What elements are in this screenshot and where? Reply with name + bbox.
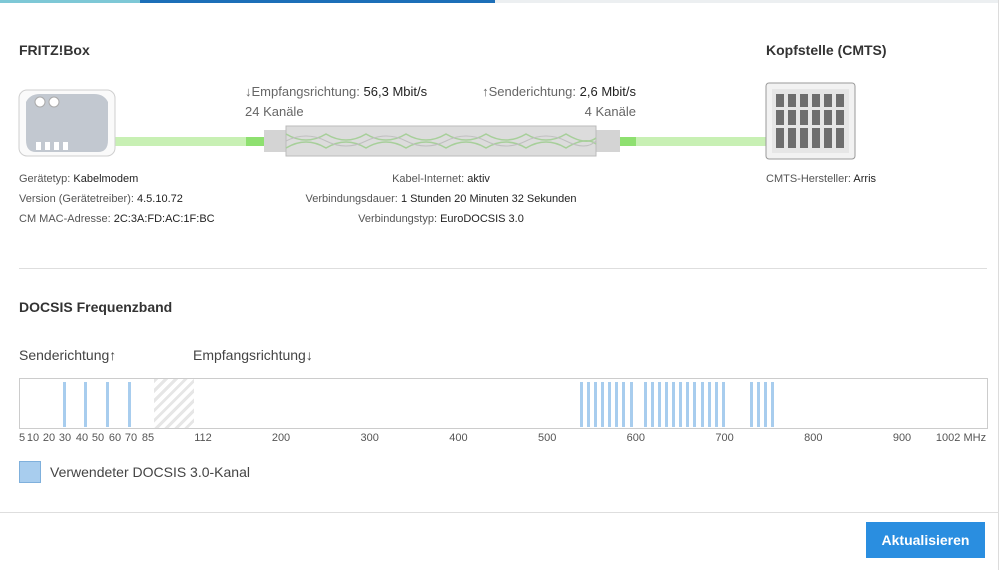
device-version: Version (Gerätetreiber): 4.5.10.72 [19, 193, 183, 205]
guard-band [154, 379, 194, 428]
downstream-tick-label: 112 [194, 432, 212, 444]
downstream-channel [615, 382, 619, 427]
downstream-channel [757, 382, 761, 427]
upstream-tick-label: 40 [75, 432, 89, 444]
footer-divider [0, 512, 999, 513]
device-type: Gerätetyp: Kabelmodem [19, 173, 139, 185]
internet-status: Kabel-Internet: aktiv [392, 173, 490, 185]
downstream-channel [586, 382, 590, 427]
cmts-vendor: CMTS-Hersteller: Arris [766, 173, 877, 185]
link-line-left [110, 137, 270, 146]
connection-type: Verbindungstyp: EuroDOCSIS 3.0 [358, 213, 524, 225]
upstream-channels: 4 Kanäle [584, 104, 636, 119]
downstream-channel [750, 382, 754, 427]
downstream-channel [601, 382, 605, 427]
downstream-channel [672, 382, 676, 427]
downstream-tick-label: 900 [892, 432, 912, 444]
downstream-channels: 24 Kanäle [245, 104, 304, 119]
upstream-tick-label: 70 [124, 432, 138, 444]
link-line-right [620, 137, 770, 146]
upstream-tick-label: 30 [58, 432, 72, 444]
downstream-tick-label: 700 [715, 432, 734, 444]
downstream-channel [693, 382, 697, 427]
downstream-rate: ↓Empfangsrichtung: 56,3 Mbit/s [245, 84, 428, 99]
downstream-tick-label: 300 [360, 432, 379, 444]
frequency-band-chart [19, 378, 988, 429]
upstream-tick-label: 60 [108, 432, 122, 444]
downstream-channel [579, 382, 583, 427]
upstream-tick-label: 85 [141, 432, 155, 444]
downstream-channel [650, 382, 654, 427]
upstream-tick-label: 50 [91, 432, 105, 444]
downstream-tick-label: 1002 MHz [935, 432, 987, 444]
upstream-channel [62, 382, 66, 427]
receive-direction-label: Empfangsrichtung↓ [193, 347, 313, 363]
downstream-tick-label: 600 [626, 432, 646, 444]
downstream-channel [707, 382, 711, 427]
cable-icon [264, 125, 620, 157]
upstream-channel [84, 382, 88, 427]
docsis-title: DOCSIS Frequenzband [19, 299, 173, 315]
downstream-channel [657, 382, 661, 427]
cmts-rack-icon [765, 82, 856, 160]
downstream-channel [665, 382, 669, 427]
top-tab-strip [0, 0, 999, 3]
downstream-tick-label: 200 [271, 432, 291, 444]
downstream-channel [686, 382, 690, 427]
downstream-channel [771, 382, 775, 427]
fritzbox-title: FRITZ!Box [19, 42, 90, 58]
upstream-tick-label: 20 [42, 432, 56, 444]
downstream-channel [679, 382, 683, 427]
downstream-channel [622, 382, 626, 427]
downstream-tick-label: 400 [449, 432, 468, 444]
connection-duration: Verbindungsdauer: 1 Stunden 20 Minuten 3… [305, 193, 577, 205]
upstream-rate: ↑Senderichtung: 2,6 Mbit/s [482, 84, 636, 99]
refresh-button[interactable]: Aktualisieren [866, 522, 985, 558]
downstream-tick-label: 500 [537, 432, 557, 444]
legend-swatch [19, 461, 41, 483]
downstream-channel [764, 382, 768, 427]
section-divider [19, 268, 987, 269]
downstream-channel [714, 382, 718, 427]
downstream-channel [608, 382, 612, 427]
upstream-tick-label: 5 [18, 432, 26, 444]
legend-label: Verwendeter DOCSIS 3.0-Kanal [50, 464, 250, 480]
downstream-channel [721, 382, 725, 427]
downstream-channel [643, 382, 647, 427]
send-direction-label: Senderichtung↑ [19, 347, 117, 363]
cmts-title: Kopfstelle (CMTS) [766, 42, 887, 58]
downstream-channel [594, 382, 598, 427]
downstream-channel [629, 382, 633, 427]
upstream-tick-label: 10 [26, 432, 40, 444]
downstream-tick-label: 800 [804, 432, 823, 444]
upstream-channel [106, 382, 110, 427]
downstream-channel [700, 382, 704, 427]
device-mac: CM MAC-Adresse: 2C:3A:FD:AC:1F:BC [19, 213, 215, 225]
connection-diagram [18, 82, 856, 160]
modem-icon [18, 89, 116, 157]
upstream-channel [127, 382, 131, 427]
